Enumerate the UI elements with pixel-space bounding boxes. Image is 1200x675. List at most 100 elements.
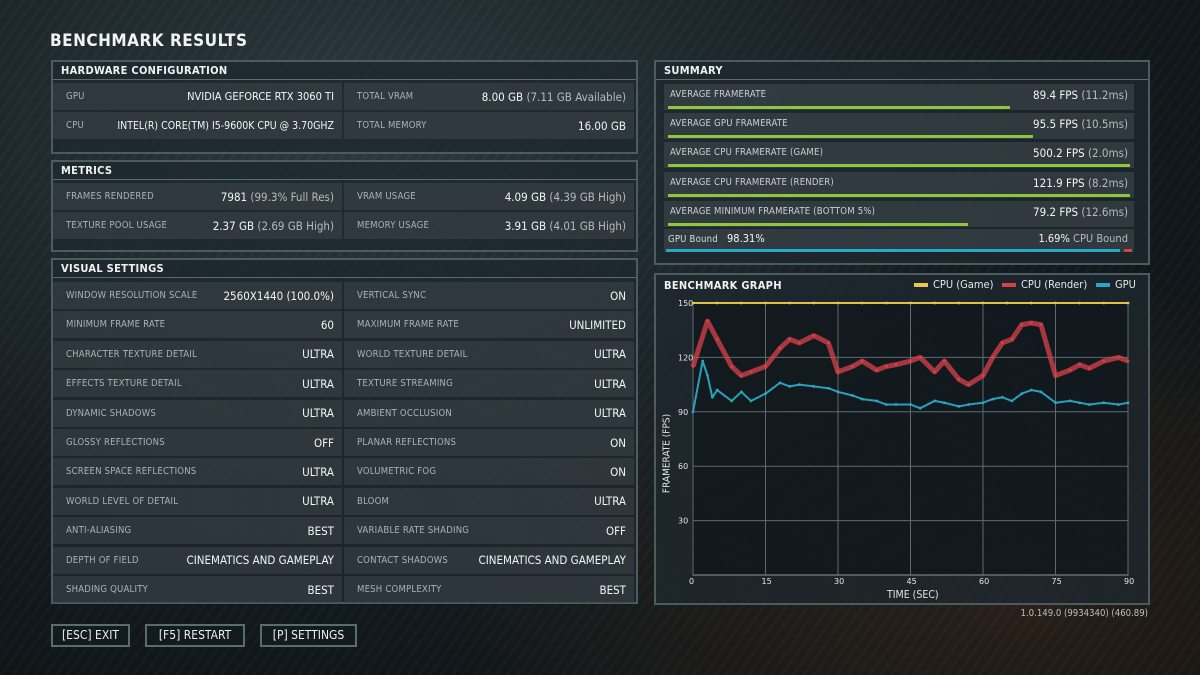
metrics-row: VRAM USAGE 4.09 GB (4.39 GB High)	[344, 183, 634, 210]
summary-value: 500.2 FPS	[1033, 146, 1085, 161]
legend-swatch-cpu-render	[1002, 282, 1016, 287]
hw-cpu-value: INTEL(R) CORE(TM) I5-9600K CPU @ 3.70GHZ	[117, 119, 334, 132]
setting-row: PLANAR REFLECTIONS ON	[344, 429, 634, 456]
cpu-bound-bar	[1124, 249, 1132, 252]
restart-button[interactable]: [F5] RESTART	[145, 624, 245, 647]
setting-row: VERTICAL SYNC ON	[344, 282, 634, 309]
summary-row: AVERAGE CPU FRAMERATE (RENDER) 121.9 FPS…	[664, 171, 1134, 198]
setting-value[interactable]: ULTRA	[302, 494, 334, 509]
setting-value[interactable]: CINEMATICS AND GAMEPLAY	[186, 553, 335, 568]
setting-value[interactable]: ULTRA	[594, 494, 626, 509]
hw-cpu-label: CPU	[66, 120, 84, 131]
summary-ms: (12.6ms)	[1081, 204, 1128, 219]
hardware-title: HARDWARE CONFIGURATION	[53, 62, 636, 80]
hardware-row: CPU INTEL(R) CORE(TM) I5-9600K CPU @ 3.7…	[53, 112, 342, 139]
version-string: 1.0.149.0 (9934340) (460.89)	[1020, 608, 1148, 619]
cpu-bound-label: CPU Bound	[1073, 232, 1128, 245]
gpu-bound-bar	[666, 249, 1120, 252]
setting-value[interactable]: BEST	[307, 523, 334, 538]
setting-value[interactable]: UNLIMITED	[569, 317, 626, 332]
setting-row: MAXIMUM FRAME RATE UNLIMITED	[344, 311, 634, 339]
hardware-row: TOTAL VRAM 8.00 GB (7.11 GB Available)	[344, 83, 634, 110]
setting-value[interactable]: ON	[610, 435, 626, 450]
settings-button[interactable]: [P] SETTINGS	[260, 624, 357, 647]
setting-value[interactable]: 2560X1440 (100.0%)	[223, 288, 334, 303]
summary-bar	[668, 164, 1130, 168]
gpu-bound-value: 98.31%	[727, 232, 765, 245]
metrics-row: TEXTURE POOL USAGE 2.37 GB (2.69 GB High…	[53, 212, 342, 239]
setting-row: VARIABLE RATE SHADING OFF	[344, 517, 634, 545]
setting-label: DYNAMIC SHADOWS	[66, 407, 156, 419]
setting-value[interactable]: ULTRA	[594, 376, 626, 391]
summary-row: AVERAGE CPU FRAMERATE (GAME) 500.2 FPS (…	[664, 142, 1134, 169]
setting-row: EFFECTS TEXTURE DETAIL ULTRA	[53, 370, 342, 398]
summary-ms: (8.2ms)	[1088, 175, 1128, 190]
hw-vram-label: TOTAL VRAM	[357, 91, 414, 102]
setting-value[interactable]: ON	[610, 464, 626, 479]
hw-vram-value: 8.00 GB	[481, 89, 524, 104]
exit-button[interactable]: [ESC] EXIT	[51, 624, 130, 647]
memory-usage-label: MEMORY USAGE	[357, 220, 430, 231]
setting-value[interactable]: ULTRA	[594, 347, 626, 362]
legend-gpu: GPU	[1096, 278, 1136, 291]
summary-value: 121.9 FPS	[1033, 175, 1085, 190]
hw-memory-label: TOTAL MEMORY	[357, 120, 427, 131]
setting-value[interactable]: ULTRA	[302, 406, 334, 421]
setting-row: CONTACT SHADOWS CINEMATICS AND GAMEPLAY	[344, 546, 634, 574]
setting-label: VOLUMETRIC FOG	[357, 466, 437, 478]
summary-ms: (10.5ms)	[1081, 117, 1128, 132]
summary-bar	[668, 193, 1130, 197]
metrics-row: FRAMES RENDERED 7981 (99.3% Full Res)	[53, 183, 342, 210]
hardware-panel: HARDWARE CONFIGURATION GPU NVIDIA GEFORC…	[51, 60, 638, 154]
setting-value[interactable]: BEST	[599, 582, 626, 597]
summary-title: SUMMARY	[656, 62, 1148, 80]
summary-value: 95.5 FPS	[1033, 117, 1079, 132]
setting-value[interactable]: CINEMATICS AND GAMEPLAY	[478, 553, 627, 568]
hw-memory-value: 16.00 GB	[577, 118, 626, 133]
setting-value[interactable]: ULTRA	[302, 347, 334, 362]
setting-value[interactable]: ON	[610, 288, 626, 303]
setting-row: CHARACTER TEXTURE DETAIL ULTRA	[53, 340, 342, 368]
visual-settings-title: VISUAL SETTINGS	[53, 260, 636, 278]
summary-panel: SUMMARY AVERAGE FRAMERATE 89.4 FPS (11.2…	[654, 60, 1150, 265]
setting-label: CONTACT SHADOWS	[357, 554, 449, 566]
setting-row: VOLUMETRIC FOG ON	[344, 458, 634, 486]
setting-label: PLANAR REFLECTIONS	[357, 437, 457, 448]
setting-value[interactable]: ULTRA	[594, 406, 626, 421]
benchmark-graph-panel: BENCHMARK GRAPH	[654, 273, 1150, 605]
setting-value[interactable]: BEST	[307, 582, 334, 597]
setting-row: BLOOM ULTRA	[344, 487, 634, 515]
cpu-bound-value: 1.69%	[1038, 232, 1070, 245]
setting-value[interactable]: 60	[320, 317, 334, 332]
legend-cpu-game: CPU (Game)	[914, 278, 993, 291]
vram-usage-sub: (4.39 GB High)	[549, 189, 626, 204]
frames-rendered-value: 7981	[220, 189, 248, 204]
metrics-row: MEMORY USAGE 3.91 GB (4.01 GB High)	[344, 212, 634, 239]
benchmark-graph-title: BENCHMARK GRAPH	[664, 279, 782, 292]
visual-settings-panel: VISUAL SETTINGS WINDOW RESOLUTION SCALE …	[51, 258, 638, 604]
metrics-title: METRICS	[53, 162, 636, 180]
summary-value: 79.2 FPS	[1033, 204, 1079, 219]
setting-label: MAXIMUM FRAME RATE	[357, 319, 459, 331]
setting-row: ANTI-ALIASING BEST	[53, 517, 342, 545]
setting-row: AMBIENT OCCLUSION ULTRA	[344, 399, 634, 427]
setting-label: TEXTURE STREAMING	[357, 378, 453, 390]
y-axis-label: FRAMERATE (FPS)	[661, 413, 673, 494]
summary-label: AVERAGE GPU FRAMERATE	[670, 118, 788, 130]
setting-value[interactable]: ULTRA	[302, 464, 334, 479]
summary-label: AVERAGE CPU FRAMERATE (RENDER)	[670, 176, 834, 188]
vram-usage-value: 4.09 GB	[504, 189, 547, 204]
summary-value: 89.4 FPS	[1033, 88, 1079, 102]
setting-label: WINDOW RESOLUTION SCALE	[66, 290, 198, 301]
setting-row: WORLD TEXTURE DETAIL ULTRA	[344, 340, 634, 368]
setting-label: VERTICAL SYNC	[357, 290, 427, 301]
hardware-row: TOTAL MEMORY 16.00 GB	[344, 112, 634, 139]
vram-usage-label: VRAM USAGE	[357, 191, 416, 202]
setting-value[interactable]: OFF	[605, 523, 626, 538]
legend-cpu-render: CPU (Render)	[1002, 278, 1087, 291]
setting-value[interactable]: ULTRA	[302, 376, 334, 391]
texture-pool-value: 2.37 GB	[212, 218, 255, 233]
metrics-panel: METRICS FRAMES RENDERED 7981 (99.3% Full…	[51, 160, 638, 252]
setting-value[interactable]: OFF	[313, 435, 334, 450]
hardware-row: GPU NVIDIA GEFORCE RTX 3060 TI	[53, 83, 342, 110]
